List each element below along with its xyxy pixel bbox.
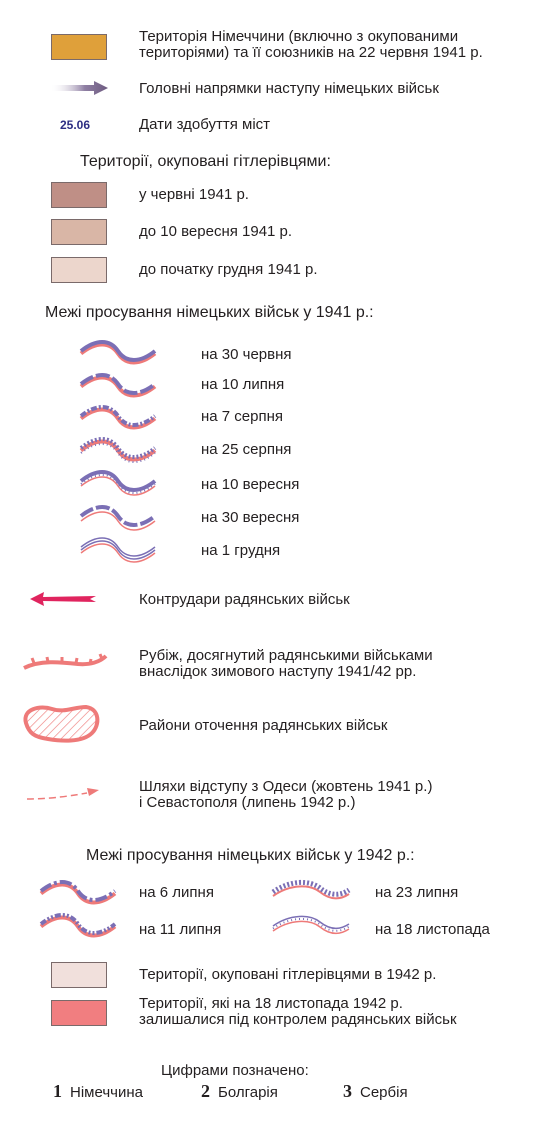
germany-territory-label: Територія Німеччини (включно з окуповани… [139,28,483,61]
occupied-dec-label: до початку грудня 1941 р. [139,261,318,278]
front-1942-july11-icon [39,913,117,938]
front-line-july10-label: на 10 липня [201,376,285,393]
front-line-sep30-label: на 30 вересня [201,509,300,526]
counterattack-arrow-icon [30,592,96,606]
advance-1942-heading: Межі просування німецьких військ у 1942 … [86,847,415,864]
front-line-dec1-icon [80,537,156,563]
encirclement-label: Райони оточення радянських військ [139,717,388,734]
winter-line-icon [23,653,108,670]
encirclement-icon [23,704,100,743]
front-line-june30-icon [79,340,157,365]
occupied-dec-swatch [51,257,107,283]
occupied-1942-label: Території, окуповані гітлерівцями в 1942… [139,966,437,983]
soviet-control-label: Території, які на 18 листопада 1942 р. з… [139,995,457,1028]
city-dates-label: Дати здобуття міст [139,116,271,133]
number-item: 3 Сербія [343,1081,408,1102]
front-line-aug25-icon [79,437,157,463]
winter-line-label: Рубіж, досягнутий радянськими військами … [139,647,433,680]
front-1942-nov18-icon [272,915,350,934]
number-2-label: Болгарія [218,1084,278,1101]
front-1942-july6-icon [39,880,117,905]
occupied-june-swatch [51,182,107,208]
date-sample: 25.06 [60,118,91,132]
front-1942-july23-icon [271,880,351,900]
occupied-1942-swatch [51,962,107,988]
numbers-heading: Цифрами позначено: [161,1062,309,1079]
front-1942-july23-label: на 23 липня [375,884,459,901]
front-line-july10-icon [79,373,157,398]
retreat-routes-label: Шляхи відступу з Одеси (жовтень 1941 р.)… [139,778,433,811]
number-3-label: Сербія [360,1084,408,1101]
germany-territory-swatch [51,34,107,60]
number-1-label: Німеччина [70,1084,143,1101]
number-1: 1 [53,1081,62,1101]
occupied-sept-swatch [51,219,107,245]
front-line-aug25-label: на 25 серпня [201,441,292,458]
front-1942-july6-label: на 6 липня [139,884,214,901]
retreat-route-icon [26,788,99,800]
number-item: 1 Німеччина [53,1081,143,1102]
occupied-heading: Території, окуповані гітлерівцями: [80,153,331,170]
front-line-sep30-icon [79,505,157,531]
front-1942-july11-label: на 11 липня [139,921,222,938]
front-1942-nov18-label: на 18 листопада [375,921,490,938]
front-line-dec1-label: на 1 грудня [201,542,281,559]
counterattacks-label: Контрудари радянських військ [139,591,350,608]
number-2: 2 [201,1081,210,1101]
front-line-sep10-label: на 10 вересня [201,476,300,493]
occupied-june-label: у червні 1941 р. [139,186,249,203]
soviet-control-swatch [51,1000,107,1026]
main-directions-label: Головні напрямки наступу німецьких війсь… [139,80,439,97]
advance-1941-heading: Межі просування німецьких військ у 1941 … [45,304,374,321]
number-item: 2 Болгарія [201,1081,278,1102]
number-3: 3 [343,1081,352,1101]
main-direction-arrow-icon [50,81,108,95]
front-line-june30-label: на 30 червня [201,346,292,363]
front-line-aug7-icon [79,405,157,430]
occupied-sept-label: до 10 вересня 1941 р. [139,223,293,240]
front-line-aug7-label: на 7 серпня [201,408,284,425]
front-line-sep10-icon [79,470,157,496]
